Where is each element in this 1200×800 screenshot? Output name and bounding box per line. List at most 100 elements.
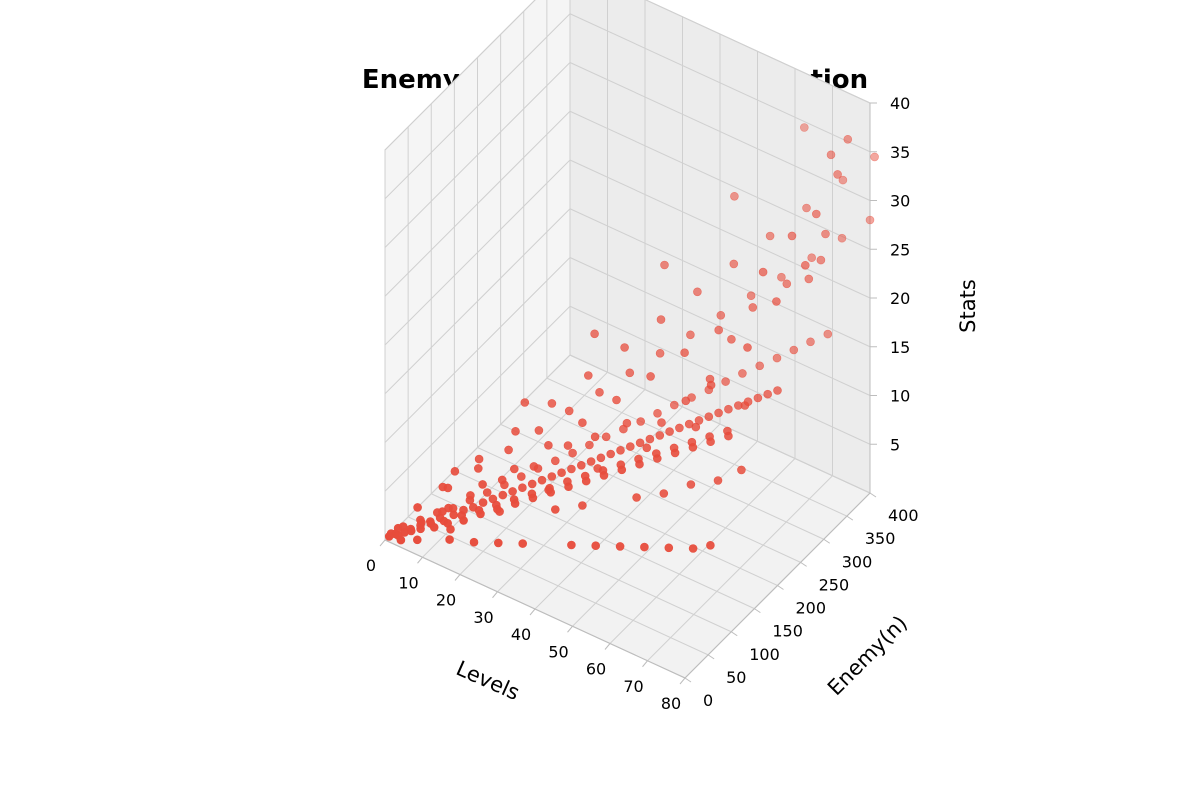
z-grid-left	[384, 159, 571, 346]
data-point	[429, 522, 439, 532]
data-point	[537, 475, 547, 485]
data-point	[823, 329, 833, 339]
z-grid-back	[569, 110, 871, 250]
data-point	[688, 544, 698, 553]
data-point	[595, 387, 604, 397]
data-point	[544, 440, 553, 450]
data-point	[449, 510, 459, 520]
data-point	[384, 532, 394, 541]
data-point	[727, 334, 736, 344]
data-point	[510, 499, 520, 508]
data-point	[640, 542, 649, 552]
data-point	[746, 291, 756, 301]
data-point	[578, 501, 587, 510]
data-point	[606, 449, 616, 459]
data-point	[493, 504, 502, 514]
x-axis-label: Levels	[453, 656, 523, 705]
y-tick-mark	[754, 608, 761, 614]
x-tick-mark	[417, 556, 423, 564]
x-tick-mark	[567, 625, 573, 633]
data-point	[765, 231, 775, 241]
y-grid-floor	[477, 447, 778, 586]
x-tick-mark	[492, 591, 498, 599]
data-point	[473, 464, 483, 473]
data-point	[474, 454, 484, 464]
data-point	[655, 431, 665, 440]
data-point	[625, 442, 635, 451]
data-point	[546, 487, 556, 497]
data-point	[635, 438, 645, 448]
z-tick-label: 5	[890, 435, 900, 454]
data-point	[520, 398, 530, 407]
data-point	[620, 343, 629, 352]
data-point	[576, 460, 586, 470]
y-tick-mark	[869, 492, 877, 498]
data-point	[578, 418, 587, 428]
z-tick-label: 30	[890, 192, 910, 211]
z-grid-back	[569, 208, 871, 348]
data-point	[469, 537, 479, 547]
data-point	[568, 448, 577, 458]
data-point	[659, 489, 669, 498]
data-point	[821, 229, 830, 239]
data-point	[800, 260, 810, 270]
y-tick-mark	[684, 677, 692, 683]
x-tick-mark	[379, 539, 386, 547]
data-point	[511, 426, 520, 436]
data-point	[547, 399, 557, 408]
data-point	[706, 540, 715, 550]
data-point	[806, 337, 815, 347]
z-tick-label: 25	[890, 240, 910, 259]
data-point	[782, 279, 792, 289]
data-point	[838, 175, 848, 185]
data-point	[772, 353, 782, 363]
z-grid-back	[569, 13, 871, 153]
data-point	[777, 272, 786, 282]
data-point	[632, 493, 641, 502]
y-tick-label: 200	[796, 599, 827, 618]
y-tick-mark	[730, 631, 738, 637]
data-point	[657, 418, 666, 427]
y-tick-label: 50	[726, 668, 746, 687]
data-point	[625, 368, 635, 378]
z-tick-label: 20	[890, 289, 910, 308]
data-point	[721, 377, 730, 386]
data-point	[635, 459, 644, 469]
data-point	[772, 297, 781, 306]
data-point	[567, 464, 576, 474]
data-point	[617, 465, 627, 475]
data-point	[811, 209, 821, 219]
data-point	[493, 538, 503, 548]
data-point	[713, 476, 723, 485]
data-point	[596, 453, 606, 463]
data-point	[396, 535, 406, 545]
z-grid-left	[384, 208, 571, 395]
z-tick-label: 35	[890, 143, 910, 162]
x-tick-mark	[679, 677, 686, 685]
data-point	[612, 395, 621, 405]
y-tick-label: 300	[842, 552, 873, 571]
data-point	[581, 476, 591, 486]
x-tick-mark	[529, 608, 536, 616]
data-point	[681, 396, 691, 406]
y-tick-label: 250	[819, 575, 850, 594]
data-point	[755, 361, 765, 371]
data-point	[655, 348, 665, 358]
y-tick-mark	[823, 538, 831, 544]
data-point	[406, 526, 416, 536]
data-point	[416, 524, 425, 534]
z-tick-label: 10	[890, 387, 910, 406]
z-grid-left	[384, 62, 571, 248]
y-tick-label: 100	[749, 645, 780, 664]
x-tick-label: 60	[586, 660, 606, 679]
data-point	[669, 400, 679, 410]
data-point	[773, 386, 782, 395]
y-tick-mark	[777, 585, 784, 590]
y-grid-floor	[523, 400, 824, 540]
data-point	[529, 462, 539, 471]
data-point	[476, 509, 485, 519]
data-point	[516, 472, 526, 481]
data-point	[586, 457, 596, 466]
